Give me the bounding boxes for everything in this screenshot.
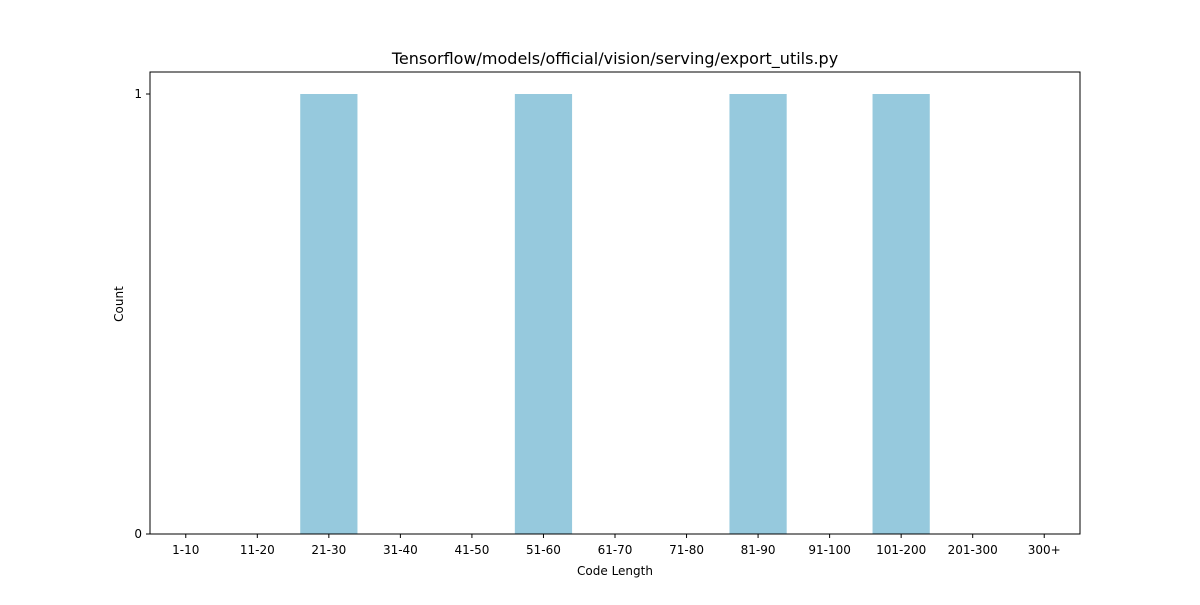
x-tick-label: 21-30: [311, 543, 346, 557]
y-tick-label: 0: [134, 527, 142, 541]
x-tick-label: 81-90: [741, 543, 776, 557]
bar-51-60: [514, 94, 573, 534]
chart-title: Tensorflow/models/official/vision/servin…: [391, 49, 838, 69]
bar-81-90: [729, 94, 787, 534]
y-tick-label: 1: [134, 87, 142, 101]
x-tick-label: 201-300: [948, 543, 998, 557]
x-tick-label: 1-10: [172, 543, 199, 557]
x-tick-label: 71-80: [669, 543, 704, 557]
x-tick-label: 51-60: [526, 543, 561, 557]
x-tick-label: 41-50: [454, 543, 489, 557]
x-tick-label: 101-200: [876, 543, 926, 557]
x-axis-label: Code Length: [577, 564, 653, 578]
x-tick-label: 300+: [1028, 543, 1061, 557]
x-tick-label: 91-100: [808, 543, 851, 557]
x-tick-label: 11-20: [240, 543, 275, 557]
bar-21-30: [300, 94, 358, 534]
x-tick-label: 31-40: [383, 543, 418, 557]
bar-101-200: [872, 94, 930, 534]
x-tick-label: 61-70: [598, 543, 633, 557]
plot-frame: [149, 71, 1081, 535]
y-axis-label: Count: [112, 286, 126, 322]
